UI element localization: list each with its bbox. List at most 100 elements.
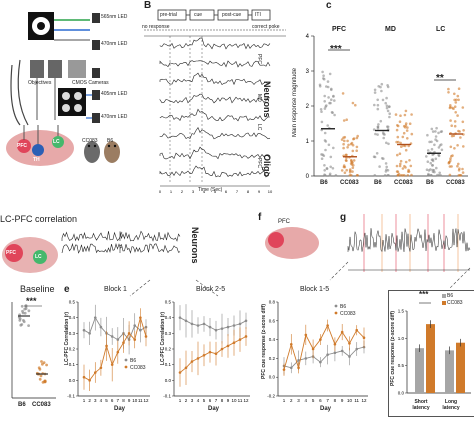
series-point [178,316,182,319]
panel-d-title: LC-PFC correlation [0,214,78,224]
c-point [456,164,459,168]
g-bar-b6 [445,350,454,393]
c-point [399,174,403,177]
baseline-point [43,379,47,383]
c-point [435,166,438,170]
series-point [289,366,293,370]
g-y-tick: 0.5 [398,363,405,368]
b-x-tick: 0 [159,189,162,194]
c-point [318,83,322,87]
c-point [402,131,406,135]
c-point [437,131,440,135]
baseline-sig: *** [26,296,37,306]
g-cat-short: Short latency [412,399,430,411]
x-tick: 12 [143,398,149,403]
c-point [398,164,402,168]
c-point [408,159,411,162]
e-title-2: Block 2-5 [196,286,226,293]
panel-f: -0.2 0.0 0.2 0.4 0.6 0.8 1 2 3 4 5 6 7 8 9 10 11 12 PFC c… [260,294,372,415]
c-point [405,129,409,132]
c-point [340,138,344,141]
e-legend-cc083: CC083 [130,365,146,371]
c-point [409,164,413,168]
series-point [319,360,322,364]
series-point [326,324,329,327]
panel-a: 565nm LED 470nm LED Objectives CMOS Came… [0,0,130,200]
x-tick: 6 [209,398,212,403]
y-tick: 0.2 [165,347,172,352]
series-point [202,353,206,357]
c-point [377,123,380,126]
c-point [399,162,402,166]
c-point [332,94,335,98]
c-point [324,140,328,143]
y-tick: 0.5 [165,300,172,305]
c-point [341,92,345,95]
g-y-tick: 1.0 [398,336,405,341]
series-point [88,332,91,335]
b-x-tick: 10 [268,189,273,194]
c-point [348,174,352,177]
f-brain-label: PFC [278,219,290,225]
c-point [385,141,388,145]
baseline-point [20,304,24,308]
c-point [453,120,457,123]
correlation-trace [119,230,181,242]
x-tick: 5 [312,398,315,403]
x-tick: 4 [197,398,200,403]
c-point [457,98,460,102]
c-point [376,125,380,129]
x-tick: 4 [100,398,103,403]
c-point [449,157,452,160]
trial-box-cue: cue [194,12,203,18]
panel-label-f: f [258,212,262,223]
c-group-md-b6: B6 [374,180,382,186]
c-point [449,145,453,149]
x-tick: 1 [179,398,182,403]
c-point [408,122,412,125]
series-point [127,332,131,335]
c-point [429,168,432,171]
neuron-trace [159,93,271,104]
f-legend-cc083: CC083 [340,311,356,317]
c-point [456,144,459,147]
c-point [323,94,326,98]
neuron-trace [159,108,270,122]
c-point [430,127,434,131]
baseline-point [39,374,43,378]
series-line-cc083 [179,336,247,373]
g-bar-cc083 [426,324,435,393]
e-xlabel-2: Day [208,406,220,412]
c-point [447,91,450,94]
d-brain-lc: LC [35,254,42,260]
c-point [333,99,336,102]
c-point [333,113,336,117]
panel-label-g: g [340,212,347,223]
series-point [214,352,218,355]
c-point [385,96,388,100]
g-y-tick: 1.5 [398,309,405,314]
c-point [320,157,324,160]
y-tick: 0.1 [69,362,76,367]
c-point [426,149,430,152]
c-point [455,98,458,102]
c-point [375,152,379,155]
objective-2 [48,60,62,78]
trial-structure-diagram: 0 1 2 3 4 5 6 7 8 9 10 [144,9,286,194]
series-line-cc083 [283,324,365,370]
c-point [387,142,390,146]
c-point [351,170,354,173]
c-point [351,143,355,147]
c-point [348,171,352,174]
c-point [343,139,346,143]
c-point [342,119,346,122]
c-point [374,132,377,136]
c-point [400,145,403,148]
x-tick: 5 [105,398,108,403]
led-box-4 [92,113,100,123]
y-tick: 0.0 [269,375,276,380]
c-point [428,140,431,144]
c-point [403,164,406,168]
series-point [196,357,200,360]
